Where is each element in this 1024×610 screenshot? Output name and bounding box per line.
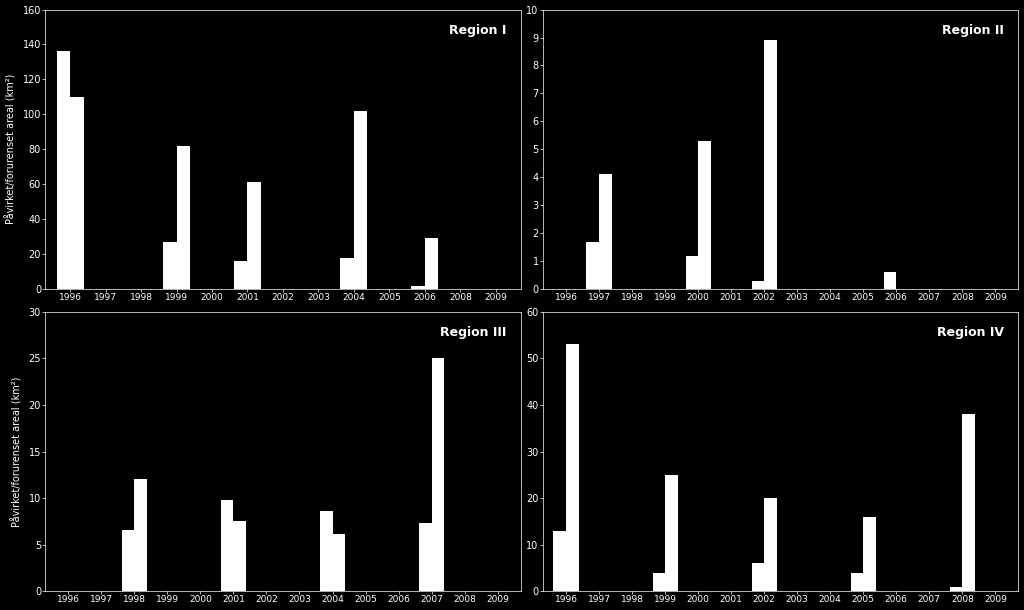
Bar	[949, 587, 963, 591]
Bar	[963, 414, 975, 591]
Bar	[56, 51, 70, 289]
Bar	[884, 272, 896, 289]
Bar	[134, 479, 146, 591]
Y-axis label: Påvirket/forurenset areal (km²): Påvirket/forurenset areal (km²)	[5, 74, 17, 224]
Bar	[553, 531, 566, 591]
Bar	[340, 257, 354, 289]
Bar	[419, 523, 431, 591]
Text: Region III: Region III	[440, 326, 507, 339]
Bar	[685, 256, 698, 289]
Bar	[122, 530, 134, 591]
Bar	[863, 517, 876, 591]
Bar	[425, 239, 438, 289]
Bar	[233, 522, 246, 591]
Bar	[412, 285, 425, 289]
Bar	[851, 573, 863, 591]
Bar	[698, 141, 711, 289]
Bar	[234, 261, 248, 289]
Bar	[70, 97, 84, 289]
Bar	[652, 573, 665, 591]
Bar	[163, 242, 176, 289]
Bar	[665, 475, 678, 591]
Bar	[333, 534, 345, 591]
Bar	[587, 242, 599, 289]
Bar	[599, 174, 611, 289]
Bar	[764, 498, 776, 591]
Bar	[764, 40, 776, 289]
Y-axis label: Påvirket/forurenset areal (km²): Påvirket/forurenset areal (km²)	[11, 376, 23, 526]
Text: Region IV: Region IV	[937, 326, 1005, 339]
Bar	[176, 146, 190, 289]
Bar	[354, 111, 368, 289]
Text: Region I: Region I	[450, 24, 507, 37]
Bar	[319, 511, 333, 591]
Text: Region II: Region II	[942, 24, 1005, 37]
Bar	[566, 345, 579, 591]
Bar	[221, 500, 233, 591]
Bar	[431, 358, 444, 591]
Bar	[752, 281, 764, 289]
Bar	[752, 563, 764, 591]
Bar	[248, 182, 261, 289]
